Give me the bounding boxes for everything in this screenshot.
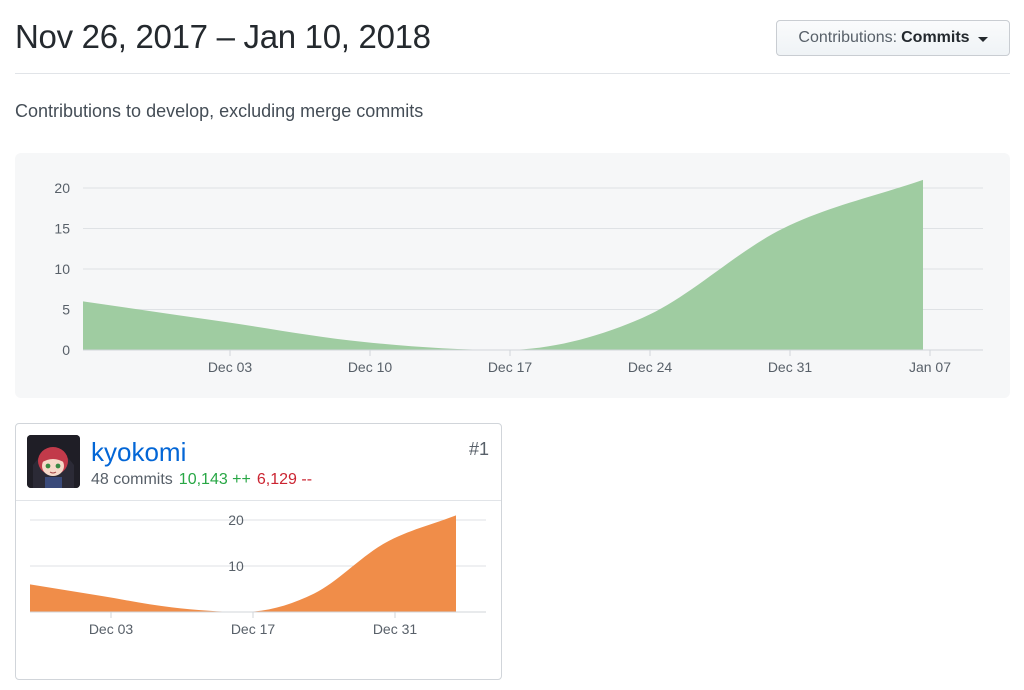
contributor-card-header: kyokomi 48 commits 10,143 ++ 6,129 -- #1	[16, 424, 501, 501]
y-tick-label: 0	[62, 342, 70, 358]
contributor-card: kyokomi 48 commits 10,143 ++ 6,129 -- #1 1…	[15, 423, 502, 680]
x-tick-label: Dec 24	[628, 359, 673, 375]
contributor-rank: #1	[468, 439, 489, 459]
main-graph-svg: 0 5 10 15 20 Dec 03 Dec 10 Dec 17 Dec 24 Dec 31 Ja…	[54, 179, 983, 375]
x-tick-label: Dec 31	[373, 621, 418, 637]
contributor-graph-svg: 10 20 Dec 03 Dec 17 Dec 31	[30, 512, 486, 637]
series-area-commits	[83, 179, 923, 350]
x-tick-label: Dec 03	[208, 359, 253, 375]
contributor-stats: 48 commits 10,143 ++ 6,129 --	[91, 471, 312, 489]
x-tick-label: Dec 17	[488, 359, 533, 375]
main-contributions-graph: 0 5 10 15 20 Dec 03 Dec 10 Dec 17 Dec 24 Dec 31 Ja…	[15, 153, 1010, 398]
y-tick-label: 20	[228, 512, 244, 528]
y-tick-label: 20	[54, 180, 70, 196]
y-tick-label: 10	[228, 558, 244, 574]
avatar-image	[27, 435, 80, 488]
contributions-value: Commits	[901, 29, 970, 46]
series-area-kyokomi	[30, 515, 456, 612]
x-tick-label: Dec 31	[768, 359, 813, 375]
deletions-count: 6,129 --	[256, 471, 313, 488]
contributions-dropdown-button[interactable]: Contributions: Commits	[776, 20, 1010, 56]
y-tick-label: 15	[54, 221, 70, 237]
x-tick-label: Dec 17	[231, 621, 276, 637]
x-tick-label: Dec 03	[89, 621, 134, 637]
caret-down-icon	[977, 36, 988, 42]
page-title: Nov 26, 2017 – Jan 10, 2018	[15, 18, 431, 55]
x-tick-label: Jan 07	[909, 359, 951, 375]
header-divider	[15, 73, 1010, 74]
commit-count[interactable]: 48 commits	[91, 471, 173, 488]
x-tick-label: Dec 10	[348, 359, 393, 375]
contributions-label: Contributions:	[798, 29, 898, 46]
avatar[interactable]	[27, 435, 80, 488]
y-tick-label: 5	[62, 302, 70, 318]
y-tick-label: 10	[54, 261, 70, 277]
additions-count: 10,143 ++	[178, 471, 251, 488]
graph-subtitle: Contributions to develop, excluding merg…	[15, 101, 424, 121]
contributor-name-link[interactable]: kyokomi	[91, 437, 187, 467]
